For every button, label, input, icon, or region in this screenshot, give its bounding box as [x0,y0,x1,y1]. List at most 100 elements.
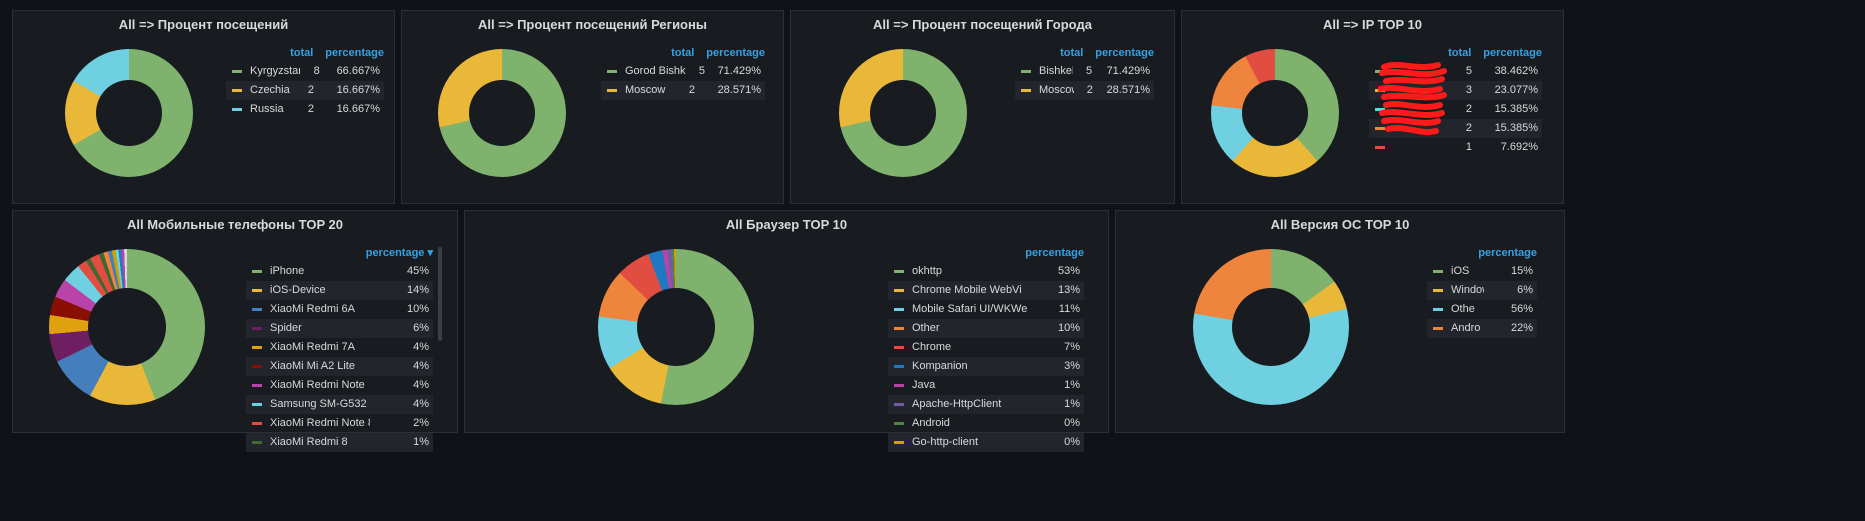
legend-item[interactable]: iOS 15% [1427,262,1537,281]
legend-swatch[interactable] [1021,89,1031,92]
legend-percentage: 2% [413,417,429,429]
legend-header-percentage[interactable]: percentage [1483,47,1542,59]
legend-swatch[interactable] [252,365,262,368]
legend-item[interactable]: Chrome Mobile WebView 13% [888,281,1084,300]
legend-swatch[interactable] [232,89,242,92]
legend-swatch[interactable] [252,441,262,444]
legend-header-percentage[interactable]: percentage ▾ [365,247,433,259]
legend-item[interactable]: Samsung SM-G532F 4% [246,395,433,414]
legend-swatch[interactable] [1433,289,1443,292]
panel-title[interactable]: All => Процент посещений [118,17,289,32]
legend-swatch[interactable] [894,403,904,406]
legend-swatch[interactable] [1375,127,1385,130]
legend-swatch[interactable] [1021,70,1031,73]
legend-total: 2 [688,84,695,96]
legend-percentage: 6% [413,322,429,334]
legend-header-percentage[interactable]: percentage [1095,47,1154,59]
legend-swatch[interactable] [894,308,904,311]
legend-swatch[interactable] [1433,327,1443,330]
legend-item[interactable]: Gorod Bishkek 5 71.429% [601,62,765,81]
legend-item[interactable]: Kompanion 3% [888,357,1084,376]
legend-swatch[interactable] [232,108,242,111]
legend-header-total[interactable]: total [671,47,695,59]
legend-item[interactable]: 1 7.692% [1369,138,1542,157]
legend-swatch[interactable] [1375,146,1385,149]
legend-swatch[interactable] [232,70,242,73]
legend-item[interactable]: Windows 6% [1427,281,1537,300]
legend-item[interactable]: Russia 2 16.667% [226,100,384,119]
legend-swatch[interactable] [252,384,262,387]
panel-title[interactable]: All Браузер TOP 10 [725,217,848,232]
panel-title[interactable]: All Версия ОС TOP 10 [1270,217,1410,232]
legend-item[interactable]: XiaoMi Redmi Note 7 4% [246,376,433,395]
legend-swatch[interactable] [894,365,904,368]
legend-header-percentage[interactable]: percentage [325,47,384,59]
legend-percentage: 6% [1517,284,1533,296]
panel-title[interactable]: All => IP TOP 10 [1322,17,1422,32]
legend-item[interactable]: Spider 6% [246,319,433,338]
legend-item[interactable]: iOS-Device 14% [246,281,433,300]
legend-item[interactable]: Mobile Safari UI/WKWebView 11% [888,300,1084,319]
legend-swatch[interactable] [252,403,262,406]
legend-swatch[interactable] [1375,108,1385,111]
legend-label: Android [1451,322,1481,334]
legend-item[interactable]: XiaoMi Redmi 6A 10% [246,300,433,319]
legend-header: percentage [888,244,1084,262]
legend-header-total[interactable]: total [1448,47,1472,59]
panel-title[interactable]: All Мобильные телефоны TOP 20 [126,217,343,232]
legend-header-total[interactable]: total [1060,47,1084,59]
legend-percentage: 71.429% [1106,65,1150,77]
legend-swatch[interactable] [894,441,904,444]
legend-swatch[interactable] [252,327,262,330]
legend-label: Moscow [625,84,666,96]
legend-total: 8 [313,65,320,77]
legend-header-percentage[interactable]: percentage [1478,247,1537,259]
legend-item[interactable]: Czechia 2 16.667% [226,81,384,100]
legend-swatch[interactable] [252,289,262,292]
legend-swatch[interactable] [252,346,262,349]
legend-item[interactable]: iPhone 45% [246,262,433,281]
legend-swatch[interactable] [894,384,904,387]
legend-item[interactable]: Chrome 7% [888,338,1084,357]
legend-item[interactable]: Kyrgyzstan 8 66.667% [226,62,384,81]
legend-item[interactable]: Go-http-client 0% [888,433,1084,452]
legend-label: XiaoMi Redmi Note 7 [270,379,368,391]
panel-title[interactable]: All => Процент посещений Города [873,17,1092,32]
legend-item[interactable]: Moscow 2 28.571% [601,81,765,100]
legend-item[interactable]: Moscow 2 28.571% [1015,81,1154,100]
legend-scrollbar[interactable] [438,247,442,341]
legend-item[interactable]: Other 56% [1427,300,1537,319]
legend-swatch[interactable] [252,422,262,425]
legend-item[interactable]: Apache-HttpClient 1% [888,395,1084,414]
legend-item[interactable]: Java 1% [888,376,1084,395]
legend-header-percentage[interactable]: percentage [1025,247,1084,259]
legend-item[interactable]: okhttp 53% [888,262,1084,281]
legend-swatch[interactable] [894,422,904,425]
legend-swatch[interactable] [894,346,904,349]
legend-item[interactable]: XiaoMi Mi A2 Lite 4% [246,357,433,376]
legend-percentage: 11% [1058,303,1080,315]
legend-item[interactable]: XiaoMi Redmi 8 1% [246,433,433,452]
legend-item[interactable]: Bishkek 5 71.429% [1015,62,1154,81]
legend-item[interactable]: Android 0% [888,414,1084,433]
legend-swatch[interactable] [1433,308,1443,311]
legend-header-percentage[interactable]: percentage [706,47,765,59]
legend-item[interactable]: 2 15.385% [1369,100,1542,119]
panel-title[interactable]: All => Процент посещений Регионы [478,17,707,32]
legend-item[interactable]: XiaoMi Redmi 7A 4% [246,338,433,357]
legend-swatch[interactable] [894,327,904,330]
legend-swatch[interactable] [252,270,262,273]
legend-item[interactable]: Android 22% [1427,319,1537,338]
panel-os-top10: All Версия ОС TOP 10 percentage iOS 15% Win… [1115,210,1565,433]
legend-item[interactable]: Other 10% [888,319,1084,338]
legend-label: Android [912,417,950,429]
legend-swatch[interactable] [1433,270,1443,273]
legend-swatch[interactable] [607,70,617,73]
legend-item[interactable]: XiaoMi Redmi Note 8T 2% [246,414,433,433]
legend-swatch[interactable] [252,308,262,311]
legend-header-total[interactable]: total [290,47,314,59]
legend-swatch[interactable] [894,270,904,273]
legend-swatch[interactable] [607,89,617,92]
legend-swatch[interactable] [894,289,904,292]
legend-percentage: 7.692% [1500,141,1538,153]
